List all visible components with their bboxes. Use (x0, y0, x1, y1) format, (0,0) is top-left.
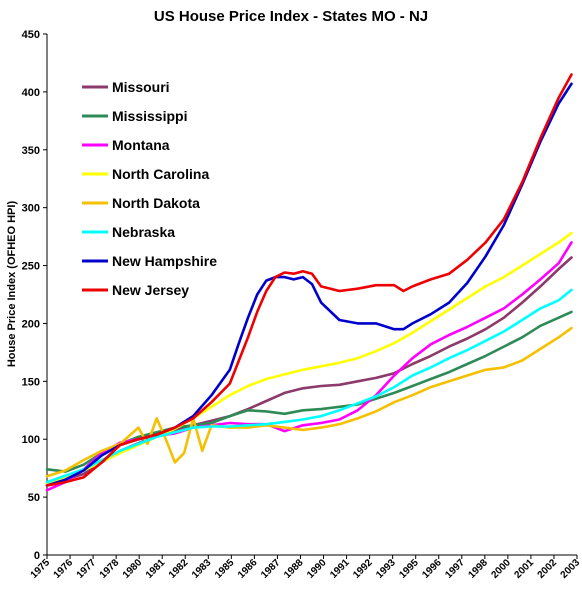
x-tick-label: 1988 (282, 557, 306, 581)
y-tick-label: 450 (22, 29, 40, 41)
y-tick-label: 0 (34, 550, 40, 562)
y-tick-label: 100 (22, 434, 40, 446)
x-tick-label: 1997 (443, 557, 467, 581)
x-tick-label: 1993 (374, 557, 398, 581)
x-tick-label: 1992 (351, 557, 375, 581)
x-tick-label: 2002 (536, 557, 560, 581)
legend-label-north-carolina: North Carolina (112, 166, 209, 182)
legend-label-mississippi: Mississippi (112, 108, 187, 124)
series-lines (45, 73, 573, 492)
chart-title: US House Price Index - States MO - NJ (153, 8, 429, 25)
legend-label-missouri: Missouri (112, 79, 170, 95)
x-tick-label: 1987 (259, 557, 283, 581)
legend-label-nebraska: Nebraska (112, 224, 175, 240)
y-tick-label: 150 (22, 376, 40, 388)
x-tick-label: 1978 (98, 557, 122, 581)
x-tick-label: 1983 (190, 557, 214, 581)
x-tick-label: 1986 (236, 557, 260, 581)
y-tick-label: 350 (22, 145, 40, 157)
x-tick-label: 1976 (52, 557, 76, 581)
legend-label-new-jersey: New Jersey (112, 282, 189, 298)
y-tick-label: 250 (22, 261, 40, 273)
x-tick-label: 1977 (75, 557, 99, 581)
series-line-new-jersey (45, 73, 573, 487)
legend-label-new-hampshire: New Hampshire (112, 253, 217, 269)
x-tick-label: 2000 (489, 557, 513, 581)
x-tick-label: 1991 (328, 557, 352, 581)
x-tick-label: 1980 (121, 557, 145, 581)
series-line-nebraska (45, 288, 573, 484)
legend-label-north-dakota: North Dakota (112, 195, 200, 211)
x-tick-label: 1998 (466, 557, 490, 581)
y-tick-label: 300 (22, 203, 40, 215)
x-tick-label: 1996 (420, 557, 444, 581)
series-line-mississippi (45, 310, 573, 473)
x-tick-label: 1975 (29, 557, 53, 581)
x-tick-label: 1985 (213, 557, 237, 581)
legend-label-montana: Montana (112, 137, 170, 153)
y-tick-label: 50 (28, 492, 40, 504)
series-line-north-carolina (45, 231, 573, 485)
x-tick-label: 2001 (513, 557, 537, 581)
series-line-montana (45, 241, 573, 492)
x-tick-label: 1982 (167, 557, 191, 581)
series-line-missouri (45, 256, 573, 487)
x-tick-label: 1995 (397, 557, 421, 581)
series-line-north-dakota (45, 326, 573, 478)
x-tick-label: 1981 (144, 557, 168, 581)
x-tick-label: 2003 (559, 557, 582, 581)
legend: Missouri Mississippi Montana North Carolina… (82, 79, 217, 298)
y-tick-label: 200 (22, 318, 40, 330)
y-tick-label: 400 (22, 87, 40, 99)
x-tick-label: 1990 (305, 557, 329, 581)
